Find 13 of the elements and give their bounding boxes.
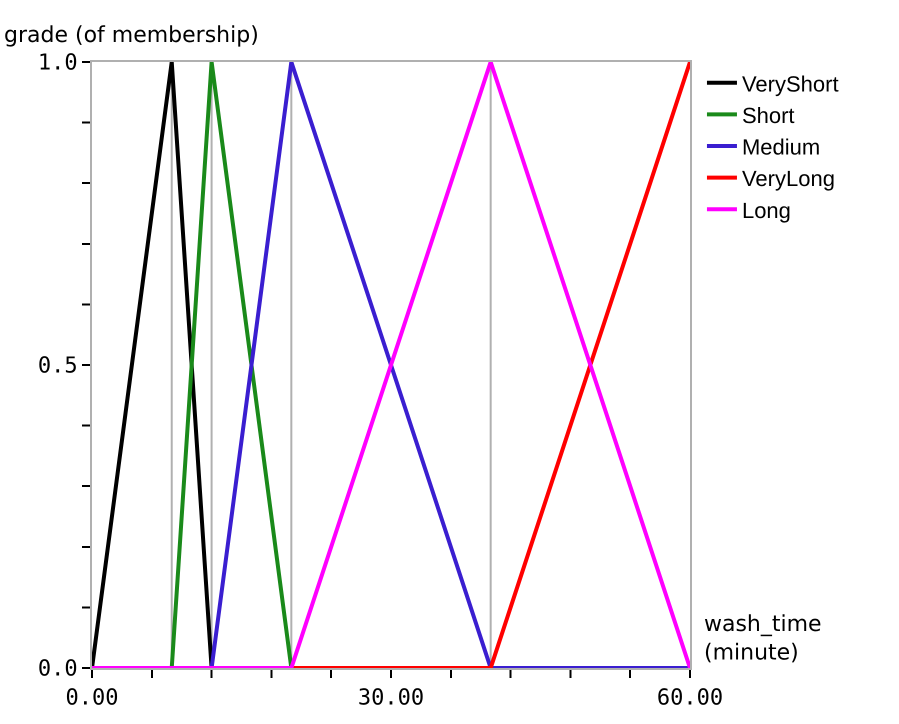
legend-label: VeryLong	[742, 166, 835, 192]
x-tick-label: 30.00	[358, 685, 424, 710]
legend-label: Short	[742, 102, 795, 128]
y-tick-label: 0.0	[38, 656, 78, 682]
x-tick-label: 0.00	[66, 685, 118, 710]
legend-label: Long	[742, 198, 791, 223]
y-tick-label: 0.5	[38, 354, 78, 379]
legend-label: Medium	[742, 134, 820, 160]
x-tick-label: 60.00	[656, 685, 724, 710]
x-axis-title: wash_time (minute)	[704, 612, 822, 666]
y-axis-title: grade (of membership)	[4, 23, 259, 48]
y-tick-label: 1.0	[38, 50, 78, 76]
legend-label: VeryShort	[742, 71, 839, 96]
